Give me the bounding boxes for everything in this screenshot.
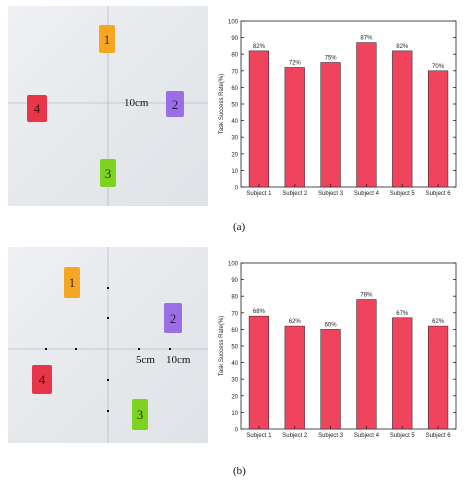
chart-b: 0 10 20 30 40 50 60 70 80 90 100 Task Success Rate(… <box>214 252 459 448</box>
bar-1 <box>248 50 270 188</box>
y-tick-label: 40 <box>231 119 238 125</box>
x-tick-label-5: Subject 5 <box>390 191 416 197</box>
y-tick-label: 40 <box>231 361 238 367</box>
bar-5 <box>392 317 413 430</box>
block-2[interactable]: 2 <box>164 303 182 333</box>
block-3[interactable]: 3 <box>100 159 116 187</box>
y-tick-label: 80 <box>231 295 238 301</box>
y-tick-label: 20 <box>231 394 238 400</box>
bar-1 <box>248 315 270 430</box>
data-label-5: 82% <box>396 44 409 50</box>
distance-label-inner: 5cm <box>136 354 155 366</box>
x-tick-label-4: Subject 4 <box>354 191 380 197</box>
y-tick-label: 100 <box>228 20 239 26</box>
y-tick-label: 0 <box>235 186 239 192</box>
photo-b: 1 2 3 4 5cm 10cm <box>8 247 208 443</box>
y-tick-label: 20 <box>231 152 238 158</box>
data-label-6: 70% <box>432 64 445 70</box>
block-4[interactable]: 4 <box>32 365 52 394</box>
block-1-label: 1 <box>104 32 111 47</box>
block-4-label: 4 <box>34 101 41 116</box>
block-3-label: 3 <box>105 166 112 181</box>
block-2-label: 2 <box>170 311 177 326</box>
y-tick-label: 90 <box>231 36 238 42</box>
y-tick-label: 50 <box>231 103 238 109</box>
caption-a: (a) <box>233 221 246 233</box>
y-axis-label: Task Success Rate(%) <box>219 74 225 134</box>
x-tick-label-1: Subject 1 <box>246 191 272 197</box>
x-tick-label-1: Subject 1 <box>246 433 272 439</box>
data-label-3: 75% <box>325 56 338 62</box>
data-label-2: 62% <box>289 319 302 325</box>
block-4-label: 4 <box>39 372 46 387</box>
y-tick-label: 60 <box>231 86 238 92</box>
caption-b: (b) <box>233 465 246 477</box>
data-label-6: 62% <box>432 319 445 325</box>
y-tick-label: 10 <box>231 411 238 417</box>
grid-markers <box>45 287 171 412</box>
plot-frame <box>240 262 457 430</box>
data-label-2: 72% <box>289 60 302 66</box>
data-label-1: 82% <box>253 44 266 50</box>
bar-6 <box>427 325 449 430</box>
plot-frame <box>240 20 457 188</box>
x-tick-label-2: Subject 2 <box>282 433 308 439</box>
y-tick-label: 100 <box>228 262 239 268</box>
y-tick-label: 30 <box>231 136 238 142</box>
x-tick-label-6: Subject 6 <box>426 191 452 197</box>
y-tick-label: 60 <box>231 328 238 334</box>
block-4[interactable]: 4 <box>27 95 47 122</box>
bar-3 <box>320 62 341 188</box>
block-1[interactable]: 1 <box>64 267 80 298</box>
x-tick-label-3: Subject 3 <box>318 191 344 197</box>
bar-4 <box>356 42 377 188</box>
y-tick-label: 10 <box>231 169 238 175</box>
bar-5 <box>392 50 413 188</box>
block-2[interactable]: 2 <box>166 91 184 117</box>
distance-label: 10cm <box>124 97 149 109</box>
y-tick-label: 70 <box>231 311 238 317</box>
block-1[interactable]: 1 <box>99 25 115 53</box>
y-tick-label: 30 <box>231 378 238 384</box>
bar-4 <box>356 299 377 430</box>
x-tick-label-4: Subject 4 <box>354 433 380 439</box>
data-label-3: 60% <box>325 322 338 328</box>
x-tick-label-3: Subject 3 <box>318 433 344 439</box>
y-tick-label: 50 <box>231 345 238 351</box>
data-label-4: 87% <box>360 36 373 42</box>
distance-label-outer: 10cm <box>166 354 191 366</box>
x-tick-label-6: Subject 6 <box>426 433 452 439</box>
y-axis-label: Task Success Rate(%) <box>219 316 225 376</box>
bar-2 <box>284 67 305 188</box>
chart-a: 0 10 20 30 40 50 60 70 80 90 100 Task Success Rate(… <box>214 8 459 210</box>
bar-3 <box>320 329 341 430</box>
data-label-5: 67% <box>396 311 409 317</box>
x-tick-label-5: Subject 5 <box>390 433 416 439</box>
data-label-1: 68% <box>253 309 266 315</box>
y-tick-label: 80 <box>231 53 238 59</box>
block-2-label: 2 <box>172 97 179 112</box>
y-tick-label: 90 <box>231 278 238 284</box>
y-tick-label: 0 <box>235 428 239 434</box>
bar-2 <box>284 325 305 430</box>
block-3[interactable]: 3 <box>132 399 148 430</box>
photo-a: 1 2 3 4 10cm <box>8 6 208 206</box>
bar-6 <box>427 70 449 188</box>
block-3-label: 3 <box>137 407 144 422</box>
block-1-label: 1 <box>69 275 76 290</box>
data-label-4: 78% <box>360 293 373 299</box>
x-tick-label-2: Subject 2 <box>282 191 308 197</box>
y-tick-label: 70 <box>231 69 238 75</box>
